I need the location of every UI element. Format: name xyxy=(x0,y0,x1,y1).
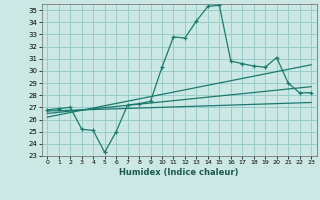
X-axis label: Humidex (Indice chaleur): Humidex (Indice chaleur) xyxy=(119,168,239,177)
